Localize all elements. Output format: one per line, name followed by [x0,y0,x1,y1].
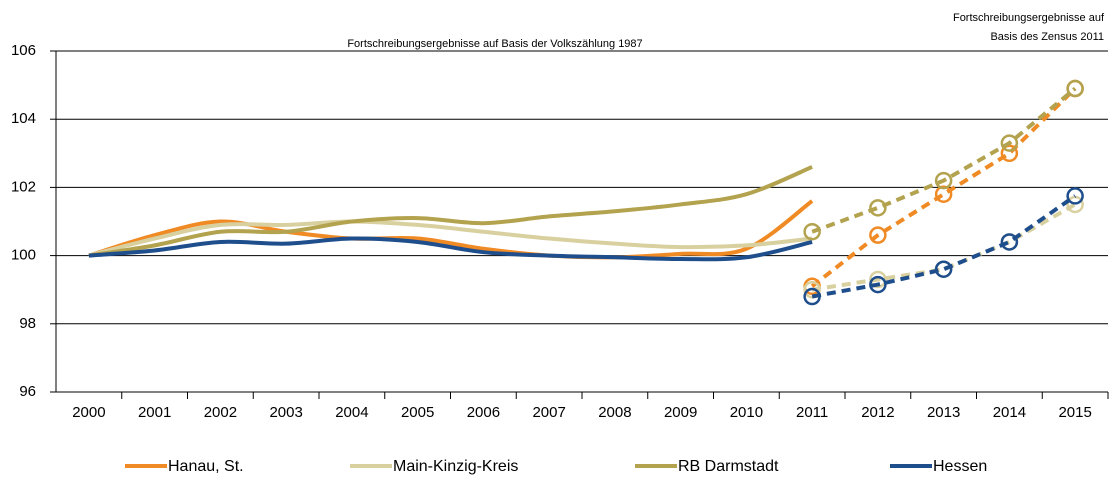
series-line [88,219,813,258]
legend-label: Main-Kinzig-Kreis [393,458,518,475]
y-tick-label: 100 [11,247,36,264]
y-tick-label: 102 [11,178,36,195]
series-marker [934,171,953,190]
x-tick-label: 2002 [204,404,237,421]
x-tick-label: 2001 [138,404,171,421]
x-tick-label: 2014 [993,404,1026,421]
y-tick-label: 96 [19,383,36,400]
y-tick-label: 106 [11,42,36,59]
series-line-dashed [811,86,1077,234]
series-marker [934,185,953,203]
x-tick-label: 2000 [72,404,105,421]
annotation: Fortschreibungsergebnisse auf [953,12,1105,24]
x-tick-label: 2010 [730,404,763,421]
x-tick-label: 2007 [532,404,565,421]
series-marker [1066,187,1084,205]
series-marker [869,199,887,217]
x-tick-label: 2015 [1058,404,1091,421]
x-tick-label: 2003 [269,404,302,421]
annotation: Basis des Zensus 2011 [990,31,1104,43]
x-tick-label: 2004 [335,404,368,421]
y-tick-label: 104 [11,110,36,127]
y-tick-label: 98 [19,315,36,332]
x-tick-label: 2012 [861,404,894,421]
series-marker [934,260,953,278]
series-marker [803,222,821,241]
x-tick-label: 2013 [927,404,960,421]
series-marker [869,270,887,289]
x-tick-label: 2009 [664,404,697,421]
series-marker [1000,233,1019,251]
series-line [88,199,814,260]
legend-label: Hessen [933,458,987,475]
series-marker [803,287,821,306]
series-line [88,165,813,258]
series-line [88,236,813,262]
series-line-dashed [811,194,1077,299]
series-line-dashed [811,202,1077,292]
x-tick-label: 2006 [467,404,500,421]
series-marker [869,226,887,244]
legend-label: Hanau, St. [168,458,244,475]
series-marker [1000,134,1019,152]
annotation: Fortschreibungsergebnisse auf Basis der … [347,38,642,50]
legend-label: RB Darmstadt [678,458,779,475]
x-tick-label: 2011 [796,404,828,421]
x-tick-label: 2008 [598,404,631,421]
series-marker [1066,79,1084,98]
series-marker [1000,144,1019,163]
series-marker [869,275,887,294]
x-tick-label: 2005 [401,404,434,421]
series-marker [803,280,821,299]
